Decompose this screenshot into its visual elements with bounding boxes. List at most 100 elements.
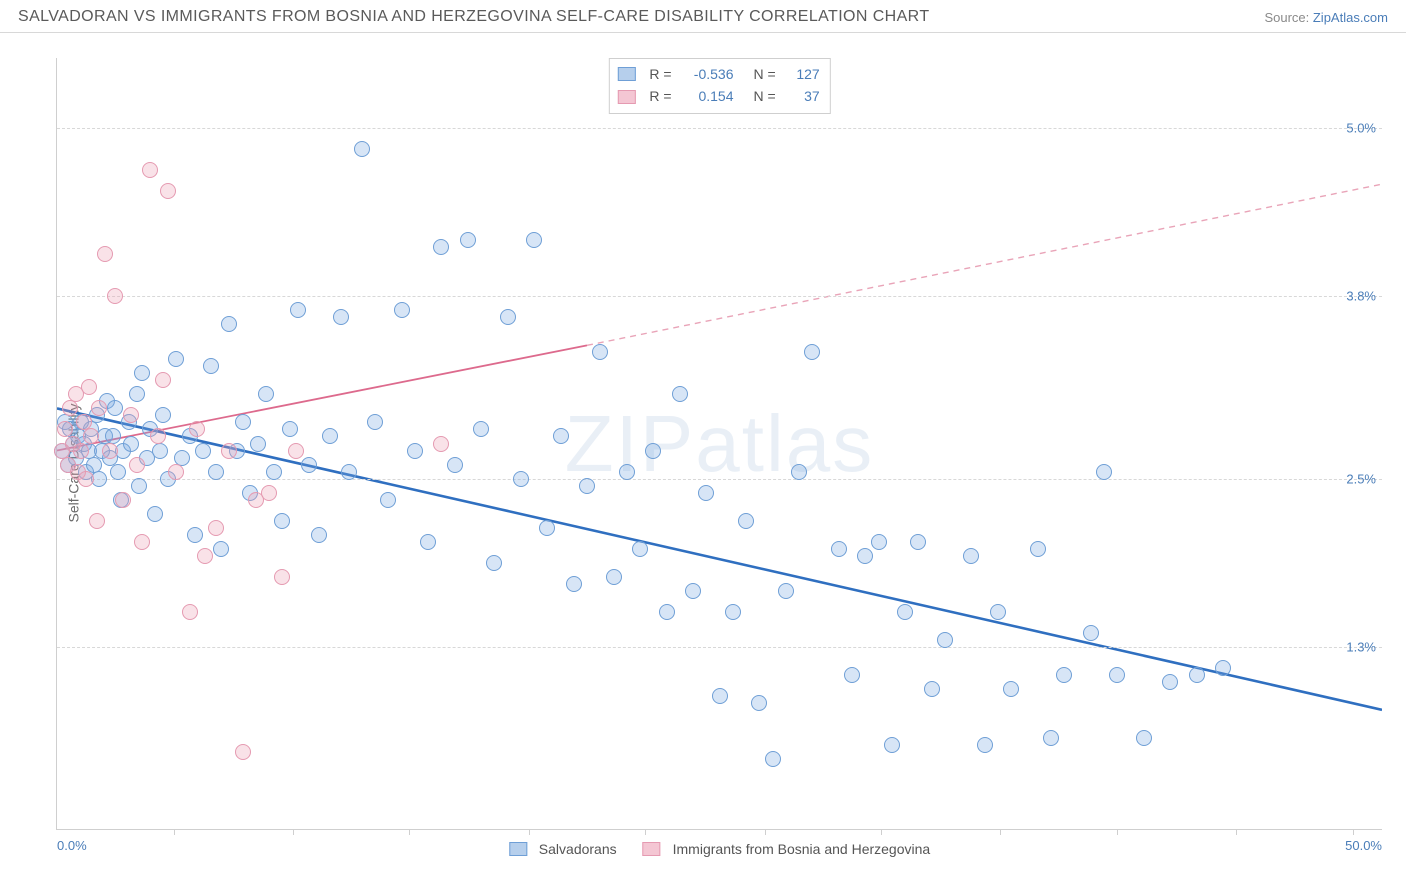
data-point-bosnia [189, 421, 205, 437]
data-point-salvadorans [147, 506, 163, 522]
source-prefix: Source: [1264, 10, 1312, 25]
data-point-salvadorans [1162, 674, 1178, 690]
data-point-salvadorans [301, 457, 317, 473]
stats-row-bosnia: R =0.154N =37 [617, 85, 819, 107]
x-tick [645, 829, 646, 835]
data-point-salvadorans [203, 358, 219, 374]
data-point-salvadorans [619, 464, 635, 480]
watermark: ZIPatlas [565, 398, 874, 490]
data-point-salvadorans [698, 485, 714, 501]
data-point-salvadorans [110, 464, 126, 480]
data-point-salvadorans [500, 309, 516, 325]
data-point-bosnia [155, 372, 171, 388]
data-point-salvadorans [712, 688, 728, 704]
chart-area: Self-Care Disability ZIPatlas R =-0.536N… [18, 44, 1388, 882]
data-point-salvadorans [266, 464, 282, 480]
data-point-salvadorans [1003, 681, 1019, 697]
data-point-bosnia [89, 513, 105, 529]
data-point-salvadorans [447, 457, 463, 473]
data-point-bosnia [102, 443, 118, 459]
data-point-salvadorans [333, 309, 349, 325]
swatch-bosnia [617, 90, 635, 104]
data-point-bosnia [288, 443, 304, 459]
data-point-bosnia [97, 246, 113, 262]
x-tick [765, 829, 766, 835]
chart-title: SALVADORAN VS IMMIGRANTS FROM BOSNIA AND… [18, 8, 930, 26]
data-point-salvadorans [290, 302, 306, 318]
x-tick [1000, 829, 1001, 835]
data-point-bosnia [274, 569, 290, 585]
data-point-salvadorans [1056, 667, 1072, 683]
data-point-bosnia [78, 471, 94, 487]
data-point-bosnia [83, 428, 99, 444]
data-point-bosnia [235, 744, 251, 760]
swatch-salvadorans [617, 67, 635, 81]
n-value-salvadorans: 127 [786, 63, 820, 85]
data-point-salvadorans [857, 548, 873, 564]
x-axis-max-label: 50.0% [1345, 838, 1382, 853]
data-point-salvadorans [804, 344, 820, 360]
r-label: R = [649, 63, 671, 85]
chart-source: Source: ZipAtlas.com [1264, 10, 1388, 25]
x-tick [293, 829, 294, 835]
data-point-salvadorans [1096, 464, 1112, 480]
data-point-salvadorans [1136, 730, 1152, 746]
y-gridline [57, 296, 1382, 297]
data-point-bosnia [142, 162, 158, 178]
y-tick-label: 2.5% [1346, 471, 1376, 486]
data-point-salvadorans [897, 604, 913, 620]
data-point-bosnia [62, 400, 78, 416]
data-point-salvadorans [131, 478, 147, 494]
data-point-salvadorans [659, 604, 675, 620]
data-point-salvadorans [1030, 541, 1046, 557]
data-point-bosnia [81, 379, 97, 395]
data-point-salvadorans [134, 365, 150, 381]
x-tick [881, 829, 882, 835]
x-tick [174, 829, 175, 835]
r-value-salvadorans: -0.536 [682, 63, 734, 85]
data-point-salvadorans [250, 436, 266, 452]
data-point-salvadorans [394, 302, 410, 318]
data-point-salvadorans [539, 520, 555, 536]
r-value-bosnia: 0.154 [682, 85, 734, 107]
y-tick-label: 3.8% [1346, 289, 1376, 304]
data-point-salvadorans [553, 428, 569, 444]
data-point-salvadorans [765, 751, 781, 767]
data-point-salvadorans [282, 421, 298, 437]
data-point-salvadorans [433, 239, 449, 255]
data-point-bosnia [150, 428, 166, 444]
data-point-salvadorans [187, 527, 203, 543]
data-point-salvadorans [977, 737, 993, 753]
data-point-salvadorans [871, 534, 887, 550]
data-point-salvadorans [513, 471, 529, 487]
data-point-salvadorans [367, 414, 383, 430]
data-point-salvadorans [672, 386, 688, 402]
data-point-salvadorans [606, 569, 622, 585]
x-tick [1117, 829, 1118, 835]
data-point-salvadorans [844, 667, 860, 683]
data-point-salvadorans [592, 344, 608, 360]
data-point-salvadorans [155, 407, 171, 423]
data-point-salvadorans [195, 443, 211, 459]
data-point-salvadorans [152, 443, 168, 459]
data-point-salvadorans [221, 316, 237, 332]
data-point-salvadorans [473, 421, 489, 437]
data-point-salvadorans [685, 583, 701, 599]
data-point-salvadorans [645, 443, 661, 459]
legend-label-bosnia: Immigrants from Bosnia and Herzegovina [673, 841, 931, 857]
y-tick-label: 1.3% [1346, 639, 1376, 654]
data-point-salvadorans [168, 351, 184, 367]
source-link[interactable]: ZipAtlas.com [1313, 10, 1388, 25]
legend-item-salvadorans: Salvadorans [509, 841, 617, 857]
data-point-bosnia [134, 534, 150, 550]
data-point-salvadorans [1215, 660, 1231, 676]
data-point-salvadorans [751, 695, 767, 711]
n-label: N = [754, 85, 776, 107]
data-point-salvadorans [924, 681, 940, 697]
stats-row-salvadorans: R =-0.536N =127 [617, 63, 819, 85]
data-point-salvadorans [380, 492, 396, 508]
data-point-salvadorans [420, 534, 436, 550]
data-point-salvadorans [322, 428, 338, 444]
data-point-salvadorans [778, 583, 794, 599]
data-point-salvadorans [791, 464, 807, 480]
